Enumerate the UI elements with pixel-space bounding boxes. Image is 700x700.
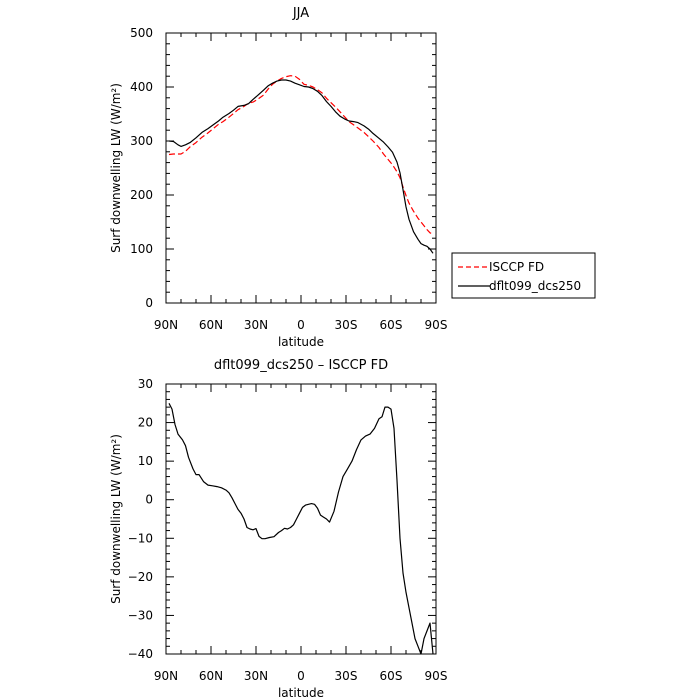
y-tick-label: −30 (128, 608, 153, 622)
x-tick-label: 0 (297, 318, 305, 332)
bottom-panel-series-group (168, 403, 434, 655)
y-tick-label: −20 (128, 570, 153, 584)
x-tick-label: 60S (380, 669, 403, 683)
x-tick-label: 30S (335, 318, 358, 332)
x-tick-label: 60N (199, 318, 223, 332)
y-tick-label: 500 (130, 26, 153, 40)
bottom-panel-title: dflt099_dcs250 – ISCCP FD (214, 358, 388, 373)
x-tick-label: 60N (199, 669, 223, 683)
bottom-panel-y-axis-label: Surf downwelling LW (W/m²) (109, 434, 123, 604)
series-line-0-1 (168, 79, 434, 254)
series-line-1-0 (168, 403, 434, 655)
top-panel-frame (165, 32, 437, 304)
y-tick-label: 20 (138, 416, 153, 430)
top-panel-x-axis-label: latitude (278, 335, 324, 349)
bottom-panel-x-axis-label: latitude (278, 686, 324, 700)
y-tick-label: 0 (145, 296, 153, 310)
bottom-panel-frame (165, 383, 437, 655)
x-tick-label: 90N (154, 669, 178, 683)
x-tick-label: 0 (297, 669, 305, 683)
x-tick-label: 90N (154, 318, 178, 332)
y-tick-label: 200 (130, 188, 153, 202)
x-tick-label: 90S (425, 318, 448, 332)
y-tick-label: 30 (138, 377, 153, 391)
bottom-panel: dflt099_dcs250 – ISCCP FD 90N 60N 30N 0 30S 6… (109, 358, 447, 700)
top-panel-series-group (168, 75, 434, 254)
x-tick-label: 90S (425, 669, 448, 683)
top-panel: JJA 90N 60N 30N 0 30S 60S 90S0100200300400500 … (109, 6, 447, 349)
top-panel-title: JJA (292, 6, 309, 21)
y-tick-label: −40 (128, 647, 153, 661)
y-tick-label: 10 (138, 454, 153, 468)
legend-label-dflt099-dcs250: dflt099_dcs250 (489, 279, 581, 293)
y-tick-label: −10 (128, 531, 153, 545)
top-panel-y-axis-label: Surf downwelling LW (W/m²) (109, 83, 123, 253)
legend-label-isccp-fd: ISCCP FD (489, 260, 544, 274)
legend: ISCCP FD dflt099_dcs250 (451, 252, 596, 299)
x-tick-label: 30N (244, 318, 268, 332)
series-line-0-0 (168, 75, 434, 235)
y-tick-label: 100 (130, 242, 153, 256)
y-tick-label: 300 (130, 134, 153, 148)
legend-box (451, 252, 596, 299)
y-tick-label: 400 (130, 80, 153, 94)
y-tick-label: 0 (145, 493, 153, 507)
x-tick-label: 30S (335, 669, 358, 683)
x-tick-label: 60S (380, 318, 403, 332)
x-tick-label: 30N (244, 669, 268, 683)
